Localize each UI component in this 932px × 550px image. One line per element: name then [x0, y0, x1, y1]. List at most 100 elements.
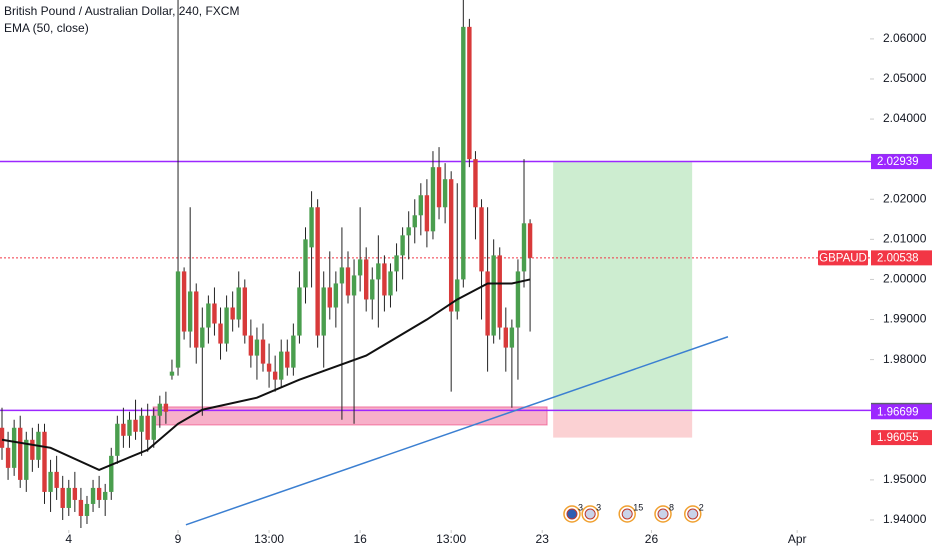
x-tick-label: 4 — [65, 532, 72, 546]
y-tick-label: 1.98000 — [883, 352, 927, 366]
event-flag — [687, 508, 699, 520]
candle-body — [260, 339, 266, 364]
candle-body — [303, 239, 308, 288]
candle-body — [527, 223, 533, 258]
candle-body — [448, 179, 454, 312]
y-tick-label: 2.04000 — [883, 111, 927, 125]
candle-body — [406, 227, 411, 236]
candle-body — [200, 327, 205, 348]
candle-body — [102, 491, 108, 500]
candle-body — [455, 279, 460, 312]
candle-body — [515, 271, 521, 328]
candle-body — [248, 335, 254, 356]
symbol-box — [818, 250, 868, 266]
candle-body — [327, 287, 332, 308]
candle-body — [5, 447, 11, 468]
x-tick-label: 23 — [536, 532, 550, 546]
y-tick-label: 1.95000 — [883, 472, 927, 486]
candle-body — [139, 415, 144, 432]
candle-body — [0, 427, 5, 448]
x-tick-label: 26 — [645, 532, 659, 546]
y-tick-label: 2.05000 — [883, 71, 927, 85]
price-label: 2.02939 — [877, 156, 919, 168]
candle-body — [467, 26, 472, 160]
candle-body — [376, 263, 381, 280]
x-tick-label: 13:00 — [254, 532, 284, 546]
candle-body — [109, 455, 114, 492]
candle-body — [151, 415, 156, 440]
event-flag — [584, 508, 596, 520]
candle-body — [509, 327, 515, 348]
price-label: 1.96699 — [877, 406, 919, 418]
symbol-label: GBPAUD — [819, 252, 867, 264]
candle-body — [412, 215, 417, 228]
candle-body — [473, 159, 478, 208]
event-count: 2 — [699, 502, 704, 512]
y-tick-label: 2.01000 — [883, 232, 927, 246]
candle-body — [279, 351, 284, 380]
target-area — [553, 161, 693, 412]
candle-body — [206, 303, 211, 328]
candle-body — [90, 487, 96, 504]
candle-body — [430, 167, 436, 232]
candle-body — [339, 267, 345, 284]
event-count: 15 — [633, 502, 643, 512]
candle-body — [242, 287, 247, 336]
candle-body — [521, 223, 527, 272]
current-price-label: 2.00538 — [877, 252, 919, 264]
candle-body — [175, 271, 181, 368]
ema-line — [1, 278, 531, 471]
candle-body — [297, 287, 302, 336]
candle-body — [291, 335, 296, 368]
candle-body — [78, 499, 84, 516]
candle-body — [187, 291, 193, 332]
indicator-label: EMA (50, close) — [4, 21, 89, 35]
event-count: 8 — [669, 502, 674, 512]
candle-body — [442, 179, 448, 208]
price-label-box — [871, 154, 932, 170]
candle-body — [254, 339, 260, 356]
candle-body — [133, 419, 138, 432]
candle-body — [84, 503, 90, 516]
candle-body — [503, 327, 509, 348]
candle-body — [194, 291, 199, 348]
candle-body — [370, 279, 375, 300]
y-tick-label: 2.00000 — [883, 272, 927, 286]
candle-body — [224, 307, 229, 344]
candle-body — [72, 487, 78, 500]
candle-body — [357, 259, 363, 276]
candle-body — [382, 263, 387, 296]
candle-body — [497, 255, 502, 328]
candle-body — [42, 431, 47, 492]
candle-body — [163, 403, 169, 412]
candle-body — [491, 255, 496, 336]
candle-body — [285, 351, 290, 368]
price-label: 1.96055 — [877, 432, 919, 444]
candle-body — [24, 439, 29, 480]
candle-body — [181, 271, 187, 332]
x-tick-label: 9 — [175, 532, 182, 546]
candle-body — [394, 255, 399, 272]
candle-body — [333, 283, 339, 308]
candle-body — [479, 207, 484, 272]
candle-body — [54, 471, 59, 488]
candle-body — [400, 235, 405, 256]
candle-body — [321, 287, 326, 336]
event-flag — [657, 508, 669, 520]
candle-body — [218, 323, 223, 344]
price-label-box — [871, 430, 932, 446]
candle-body — [96, 487, 102, 500]
candle-body — [66, 487, 71, 508]
candle-body — [145, 415, 150, 440]
candle-body — [309, 207, 314, 248]
y-tick-label: 2.06000 — [883, 31, 927, 45]
candle-body — [121, 423, 126, 436]
x-tick-label: Apr — [788, 532, 807, 546]
x-tick-label: 16 — [353, 532, 367, 546]
candle-body — [388, 271, 393, 296]
candle-body — [230, 307, 235, 320]
candle-body — [11, 427, 17, 468]
event-flag — [621, 508, 633, 520]
candle-body — [18, 427, 23, 480]
plot-area — [0, 0, 932, 528]
